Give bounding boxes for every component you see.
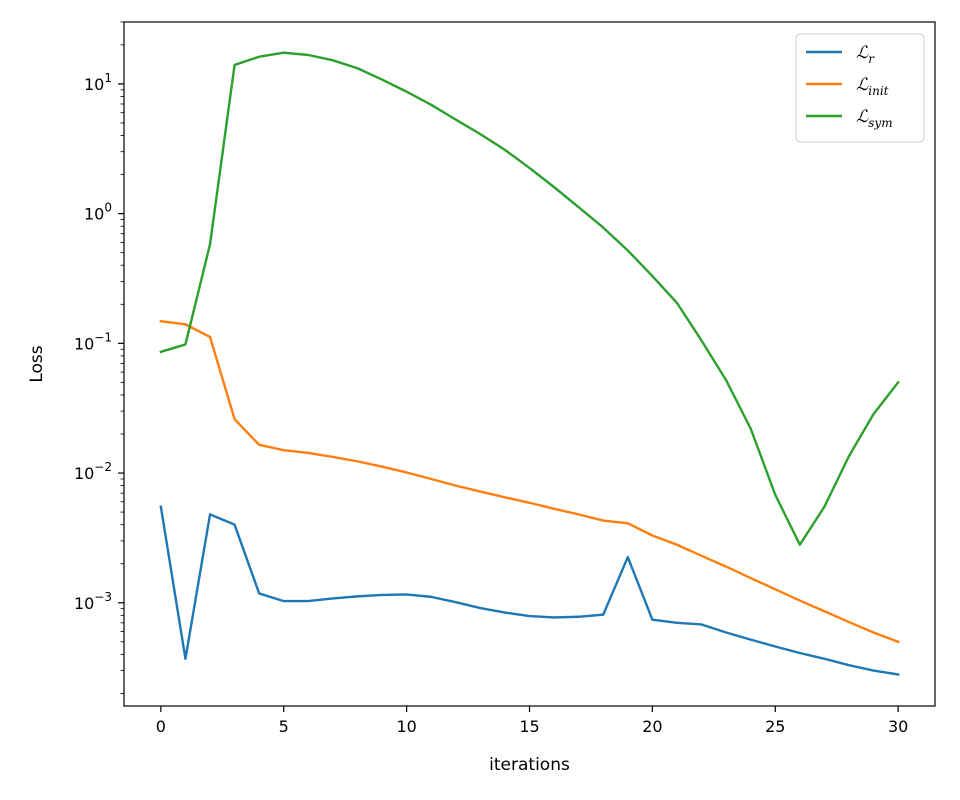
series-line-r <box>159 505 900 676</box>
x-axis-label: iterations <box>489 755 570 775</box>
legend-entry: ℒsym <box>856 107 893 130</box>
plot-lines <box>159 51 900 676</box>
y-tick-base: 10 <box>84 75 104 94</box>
y-axis-label: Loss <box>27 345 47 382</box>
y-tick-base: 10 <box>74 594 94 613</box>
x-tick-label: 5 <box>279 717 289 736</box>
x-tick-label: 20 <box>642 717 662 736</box>
y-tick-base: 10 <box>84 205 104 224</box>
y-tick-exponent: −2 <box>94 460 112 474</box>
legend-subscript: r <box>868 52 875 66</box>
y-tick-base: 10 <box>74 334 94 353</box>
y-tick-exponent: 1 <box>104 71 112 85</box>
legend-symbol: ℒ <box>856 107 869 127</box>
x-tick-label: 15 <box>519 717 539 736</box>
x-tick-label: 10 <box>396 717 416 736</box>
y-tick-label: 10−3 <box>74 590 112 613</box>
legend-symbol: ℒ <box>856 43 869 63</box>
legend-entry: ℒr <box>856 43 875 66</box>
y-tick-label: 10−1 <box>74 330 112 353</box>
y-tick-base: 10 <box>74 464 94 483</box>
y-tick-exponent: −1 <box>94 330 112 344</box>
x-tick-label: 30 <box>888 717 908 736</box>
x-tick-label: 0 <box>156 717 166 736</box>
legend-subscript: init <box>868 84 888 98</box>
legend-entry: ℒinit <box>856 75 889 98</box>
series-line-init <box>159 319 900 644</box>
y-tick-exponent: 0 <box>104 201 112 215</box>
y-tick-label: 10−2 <box>74 460 112 483</box>
x-tick-label: 25 <box>765 717 785 736</box>
y-tick-exponent: −3 <box>94 590 112 604</box>
y-tick-label: 101 <box>84 71 112 94</box>
series-line-sym <box>159 51 900 546</box>
x-axis: 0 5 10 15 20 25 30 <box>156 706 908 736</box>
legend-symbol: ℒ <box>856 75 869 95</box>
legend-subscript: sym <box>868 116 892 130</box>
y-tick-label: 100 <box>84 201 112 224</box>
